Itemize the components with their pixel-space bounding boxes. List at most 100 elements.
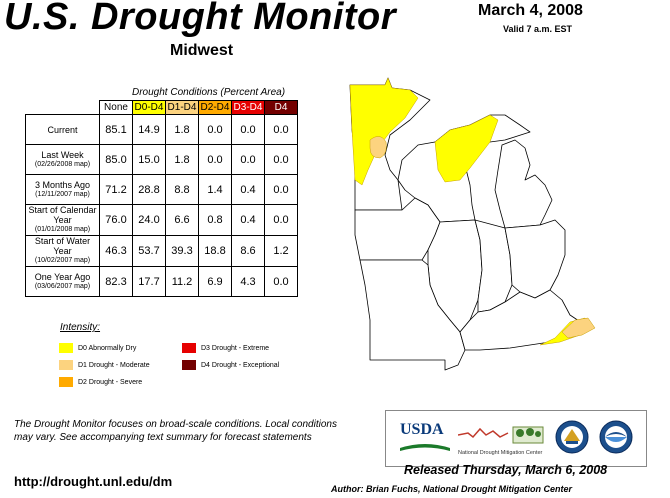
state-kentucky — [459, 289, 586, 351]
row-label: One Year Ago (03/06/2007 map) — [25, 266, 100, 297]
table-cell: 71.2 — [99, 174, 133, 205]
release-date: Released Thursday, March 6, 2008 — [404, 463, 608, 477]
row-label: Last Week (02/26/2008 map) — [25, 144, 100, 175]
drought-area-d1-minnesota — [369, 136, 387, 159]
table-cell: 15.0 — [132, 144, 166, 175]
table-cell: 24.0 — [132, 204, 166, 236]
table-cell: 0.0 — [231, 144, 265, 175]
table-cell: 28.8 — [132, 174, 166, 205]
row-label: Start of Calendar Year (01/01/2008 map) — [25, 204, 100, 236]
table-row: Current 85.1 14.9 1.8 0.0 0.0 0.0 — [25, 114, 298, 145]
table-cell: 17.7 — [132, 266, 166, 297]
table-cell: 0.0 — [231, 114, 265, 145]
table-cell: 1.2 — [264, 235, 298, 267]
map-title: U.S. Drought Monitor — [4, 0, 397, 38]
table-cell: 0.4 — [231, 174, 265, 205]
legend-swatch-d4 — [182, 360, 196, 370]
legend-label-d1: D1 Drought - Moderate — [78, 362, 150, 369]
region-label: Midwest — [170, 42, 234, 59]
row-label-main: 3 Months Ago — [34, 179, 91, 190]
drought-url-link[interactable]: http://drought.unl.edu/dm — [14, 474, 173, 489]
table-cell: 0.0 — [264, 266, 298, 297]
legend-label-d4: D4 Drought - Exceptional — [201, 362, 280, 369]
table-caption: Drought Conditions (Percent Area) — [132, 87, 286, 98]
row-label-main: Last Week — [41, 149, 84, 160]
table-cell: 1.4 — [198, 174, 232, 205]
table-cell: 8.8 — [165, 174, 199, 205]
midwest-drought-map — [349, 77, 596, 371]
column-header: D2-D4 — [198, 100, 232, 115]
row-label-sub: (01/01/2008 map) — [34, 226, 91, 233]
table-cell: 11.2 — [165, 266, 199, 297]
row-label-sub: (10/02/2007 map) — [34, 257, 91, 264]
table-cell: 82.3 — [99, 266, 133, 297]
table-cell: 0.4 — [231, 204, 265, 236]
legend-title: Intensity: — [60, 322, 101, 333]
table-cell: 46.3 — [99, 235, 133, 267]
author-credit: Author: Brian Fuchs, National Drought Mi… — [331, 484, 572, 494]
table-cell: 1.8 — [165, 144, 199, 175]
column-header: D3-D4 — [231, 100, 265, 115]
legend-swatch-d0 — [59, 343, 73, 353]
table-corner — [26, 101, 100, 115]
table-cell: 0.0 — [264, 174, 298, 205]
row-label-main: Current — [47, 124, 78, 135]
row-label-sub: (02/26/2008 map) — [34, 160, 91, 168]
drought-area-d1-kentucky — [561, 317, 596, 339]
row-label: Start of Water Year (10/02/2007 map) — [25, 235, 100, 267]
state-ohio — [504, 219, 566, 299]
table-cell: 0.0 — [264, 204, 298, 236]
drought-conditions-table: None D0-D4 D1-D4 D2-D4 D3-D4 D4 Current 8… — [25, 100, 298, 297]
usda-text: USDA — [400, 421, 444, 438]
drought-area-d0-michigan-up — [434, 114, 499, 183]
column-header: D1-D4 — [165, 100, 199, 115]
table-cell: 0.8 — [198, 204, 232, 236]
footnote-text: The Drought Monitor focuses on broad-sca… — [14, 419, 337, 443]
noaa-seal-icon — [599, 420, 633, 454]
table-cell: 85.0 — [99, 144, 133, 175]
table-cell: 14.9 — [132, 114, 166, 145]
row-label-main: Start of Calendar Year — [28, 205, 97, 225]
row-label-main: One Year Ago — [34, 271, 91, 282]
legend-swatch-d1 — [59, 360, 73, 370]
table-cell: 39.3 — [165, 235, 199, 267]
table-cell: 53.7 — [132, 235, 166, 267]
table-cell: 8.6 — [231, 235, 265, 267]
table-cell: 6.6 — [165, 204, 199, 236]
valid-time: Valid 7 a.m. EST — [503, 24, 573, 34]
row-label: 3 Months Ago (12/11/2007 map) — [25, 174, 100, 205]
table-row: One Year Ago (03/06/2007 map) 82.3 17.7 11.2… — [25, 266, 298, 297]
legend-swatch-d2 — [59, 377, 73, 387]
table-row: Start of Water Year (10/02/2007 map) 46.3 5… — [25, 235, 298, 267]
table-cell: 0.0 — [264, 114, 298, 145]
ndmc-text: National Drought Mitigation Center — [458, 450, 543, 456]
drought-area-d0-minnesota — [349, 77, 419, 186]
table-cell: 85.1 — [99, 114, 133, 145]
row-label-main: Start of Water Year — [34, 236, 91, 256]
table-row: Start of Calendar Year (01/01/2008 map) 76… — [25, 204, 298, 236]
row-label-sub: (12/11/2007 map) — [35, 190, 90, 198]
map-date: March 4, 2008 — [478, 2, 583, 19]
table-row: Last Week (02/26/2008 map) 85.0 15.0 1.8 0.0 0… — [25, 144, 298, 175]
row-label-sub: (03/06/2007 map) — [34, 282, 91, 290]
table-cell: 18.8 — [198, 235, 232, 267]
legend-label-d2: D2 Drought - Severe — [78, 379, 143, 386]
table-cell: 0.0 — [198, 114, 232, 145]
legend-swatch-d3 — [182, 343, 196, 353]
table-cell: 0.0 — [264, 144, 298, 175]
ndmc-graph-icon — [457, 426, 544, 444]
column-header: D0-D4 — [132, 100, 166, 115]
table-row: 3 Months Ago (12/11/2007 map) 71.2 28.8 8.8 1… — [25, 174, 298, 205]
legend-label-d3: D3 Drought - Extreme — [201, 345, 270, 352]
column-header: D4 — [264, 100, 298, 115]
table-cell: 0.0 — [198, 144, 232, 175]
column-header: None — [99, 100, 133, 115]
table-cell: 1.8 — [165, 114, 199, 145]
ndmc-logo: National Drought Mitigation Center — [457, 421, 558, 457]
table-cell: 76.0 — [99, 204, 133, 236]
commerce-seal-icon — [555, 420, 589, 454]
state-michigan-lp — [494, 139, 553, 229]
partner-logos: USDA National Drought Mitigation Center — [385, 410, 647, 467]
row-label: Current — [25, 114, 100, 145]
table-cell: 6.9 — [198, 266, 232, 297]
